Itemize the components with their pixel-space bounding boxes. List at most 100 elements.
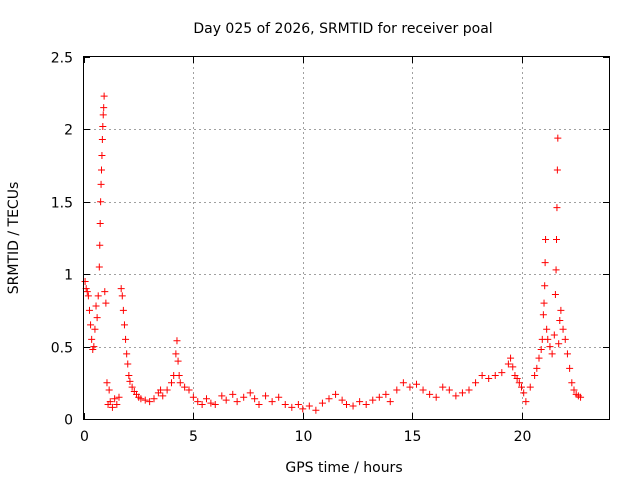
data-point — [522, 398, 530, 406]
data-point — [555, 340, 563, 348]
y-axis-label: SRMTID / TECUs — [6, 182, 22, 295]
data-point — [543, 325, 551, 333]
data-point — [548, 350, 556, 358]
data-point — [413, 380, 420, 388]
data-point — [542, 235, 550, 243]
data-point — [81, 277, 89, 285]
data-point — [119, 306, 127, 314]
data-point — [126, 377, 134, 385]
data-point — [526, 383, 534, 391]
x-tick-label: 20 — [514, 429, 532, 445]
data-point — [246, 389, 254, 397]
data-point — [98, 136, 106, 144]
data-point — [362, 401, 370, 409]
data-point — [369, 396, 377, 404]
data-point — [211, 401, 219, 409]
data-point — [105, 386, 113, 394]
data-point — [541, 282, 549, 290]
data-point — [222, 396, 230, 404]
data-point — [551, 290, 559, 298]
data-point — [98, 151, 106, 159]
y-tick-label: 2.5 — [51, 51, 73, 67]
data-point — [478, 372, 486, 380]
data-point — [318, 399, 326, 407]
data-point — [553, 166, 561, 174]
data-point — [465, 386, 473, 394]
data-point — [229, 390, 237, 398]
data-point — [106, 398, 114, 406]
data-point — [533, 364, 541, 372]
data-point — [84, 292, 92, 300]
data-point — [85, 306, 93, 314]
data-point — [89, 345, 97, 353]
data-point — [553, 204, 561, 212]
data-point — [452, 392, 460, 400]
data-point — [445, 386, 453, 394]
data-point — [115, 393, 123, 401]
data-point — [91, 325, 99, 333]
data-point — [305, 402, 313, 410]
data-point — [325, 395, 333, 403]
data-point — [118, 292, 126, 300]
data-point — [349, 402, 357, 410]
data-point — [386, 398, 394, 406]
x-tick-label: 0 — [80, 429, 89, 445]
data-point — [123, 350, 131, 358]
data-point — [546, 343, 554, 351]
data-point — [174, 357, 182, 365]
data-point — [185, 386, 193, 394]
data-point — [426, 390, 434, 398]
data-point — [432, 393, 440, 401]
data-point — [439, 383, 447, 391]
data-point — [561, 335, 569, 343]
data-point — [399, 379, 407, 387]
data-point — [507, 354, 515, 362]
data-point — [113, 401, 121, 409]
data-point — [458, 389, 466, 397]
data-point — [233, 398, 241, 406]
data-point — [552, 266, 560, 274]
data-point — [159, 392, 167, 400]
data-point — [117, 285, 125, 293]
data-point — [207, 399, 215, 407]
x-tick-label: 5 — [189, 429, 198, 445]
data-point — [553, 235, 560, 243]
data-point — [198, 401, 206, 409]
data-point — [556, 317, 564, 325]
data-point — [375, 393, 383, 401]
data-point — [88, 335, 96, 343]
data-point — [175, 372, 183, 380]
grid — [84, 57, 609, 419]
data-point — [90, 343, 98, 351]
data-point — [550, 331, 558, 339]
data-point — [262, 392, 270, 400]
data-point — [577, 393, 585, 401]
data-point — [294, 401, 302, 409]
data-point — [97, 198, 105, 206]
data-point — [566, 364, 574, 372]
y-tick-label: 0 — [64, 413, 73, 429]
data-point — [111, 395, 119, 403]
data-point — [515, 379, 523, 387]
plot-frame — [83, 56, 610, 420]
data-point — [99, 123, 107, 131]
y-tick-label: 1.5 — [51, 196, 73, 212]
data-point — [194, 398, 202, 406]
y-tick-label: 1 — [64, 268, 73, 284]
data-point — [485, 374, 493, 382]
data-point — [541, 259, 549, 267]
y-tick-label: 0.5 — [51, 341, 73, 357]
data-point — [240, 393, 248, 401]
axis-ticks: 0 5 10 15 20 0 0.5 1 1.5 2 2.5 — [51, 51, 609, 445]
data-point — [559, 325, 567, 333]
data-point — [125, 372, 133, 380]
data-point — [563, 350, 571, 358]
data-point — [98, 166, 105, 174]
data-point — [157, 386, 165, 394]
data-point — [419, 386, 427, 394]
data-point — [568, 379, 576, 387]
data-point — [97, 180, 105, 188]
data-point — [382, 390, 390, 398]
data-point — [332, 390, 340, 398]
